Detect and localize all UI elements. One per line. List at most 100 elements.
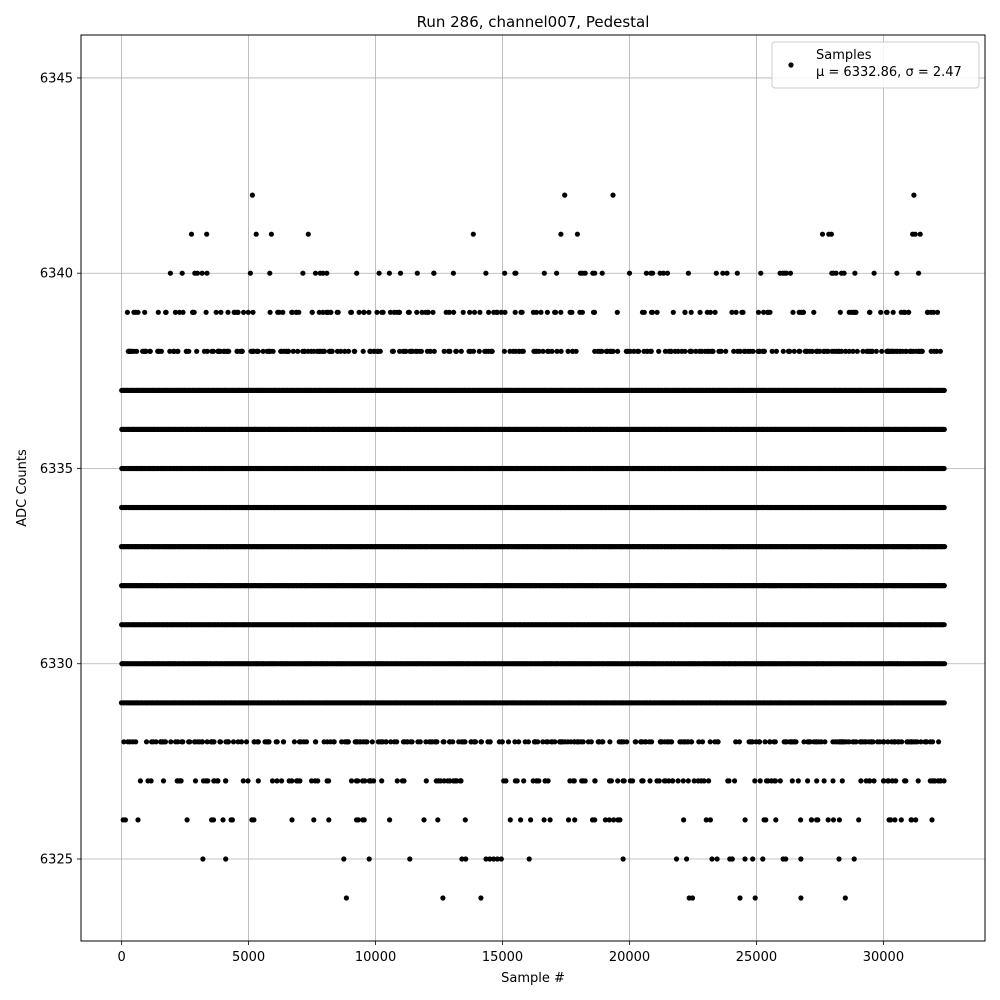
data-point — [137, 778, 143, 784]
data-point — [360, 739, 366, 745]
data-point — [204, 739, 210, 745]
data-point — [767, 739, 773, 745]
data-point — [331, 739, 337, 745]
data-point — [441, 739, 447, 745]
data-point — [691, 778, 697, 784]
data-point — [742, 817, 748, 823]
data-point — [913, 817, 919, 823]
data-point — [941, 700, 947, 706]
data-point — [274, 778, 280, 784]
data-point — [942, 544, 948, 550]
data-point — [217, 739, 224, 745]
data-point — [937, 778, 944, 784]
data-point — [856, 817, 862, 823]
data-point — [130, 739, 136, 745]
data-point — [379, 778, 385, 784]
data-point — [273, 739, 279, 745]
data-point — [309, 778, 315, 784]
data-point — [312, 778, 318, 784]
data-point — [789, 778, 795, 784]
data-point — [462, 817, 468, 823]
data-point — [695, 778, 701, 784]
data-point — [547, 817, 553, 823]
data-point — [857, 739, 863, 745]
data-point — [361, 817, 367, 823]
data-point — [805, 778, 811, 784]
data-point — [868, 739, 875, 745]
data-point — [450, 778, 456, 784]
data-point — [377, 739, 383, 745]
data-point — [540, 739, 546, 745]
data-point — [215, 778, 221, 784]
data-point — [364, 739, 370, 745]
data-point — [399, 778, 405, 784]
data-point — [324, 739, 330, 745]
data-point — [409, 739, 415, 745]
data-point — [280, 739, 286, 745]
data-point — [649, 739, 655, 745]
data-points — [118, 192, 948, 901]
data-point — [915, 778, 921, 784]
data-point — [821, 778, 827, 784]
data-point — [664, 739, 670, 745]
data-point — [732, 778, 738, 784]
data-point — [765, 778, 771, 784]
data-point — [369, 739, 375, 745]
data-point — [298, 739, 304, 745]
data-point — [512, 739, 518, 745]
data-point — [549, 739, 555, 745]
data-point — [608, 778, 615, 784]
data-point — [423, 739, 429, 745]
data-point — [858, 778, 864, 784]
data-point — [505, 739, 512, 745]
data-point — [595, 739, 601, 745]
data-point — [927, 778, 933, 784]
data-point — [675, 778, 681, 784]
data-point — [602, 817, 609, 823]
data-point — [801, 739, 807, 745]
data-point — [145, 778, 151, 784]
data-point — [499, 739, 505, 745]
data-point — [615, 778, 621, 784]
data-point — [536, 778, 542, 784]
data-point — [355, 778, 361, 784]
data-point — [456, 739, 462, 745]
data-point — [388, 739, 394, 745]
data-point — [530, 778, 536, 784]
data-point — [269, 778, 276, 784]
data-point — [707, 739, 713, 745]
data-point — [749, 739, 755, 745]
data-point — [580, 739, 586, 745]
data-point — [772, 778, 779, 784]
data-point — [793, 739, 799, 745]
data-point — [696, 739, 702, 745]
data-point — [192, 778, 199, 784]
data-point — [811, 739, 817, 745]
data-point — [815, 817, 821, 823]
data-point — [180, 739, 186, 745]
data-point — [295, 778, 301, 784]
data-point — [173, 739, 179, 745]
data-point — [736, 739, 743, 745]
data-point — [941, 504, 947, 511]
data-point — [572, 817, 578, 823]
data-point — [923, 739, 929, 745]
data-point — [149, 739, 155, 745]
data-point — [186, 739, 192, 745]
data-point — [512, 778, 519, 784]
data-point — [122, 817, 128, 823]
data-point — [460, 739, 466, 745]
data-point — [230, 739, 237, 745]
data-point — [875, 739, 881, 745]
data-point — [616, 739, 622, 745]
data-point — [941, 622, 947, 628]
data-point — [228, 817, 234, 823]
data-point — [726, 778, 732, 784]
data-point — [387, 817, 393, 823]
data-point — [699, 739, 706, 745]
data-point — [255, 778, 261, 784]
data-point — [681, 817, 687, 823]
data-point — [808, 817, 815, 823]
data-point — [777, 778, 783, 784]
data-point — [435, 817, 441, 823]
